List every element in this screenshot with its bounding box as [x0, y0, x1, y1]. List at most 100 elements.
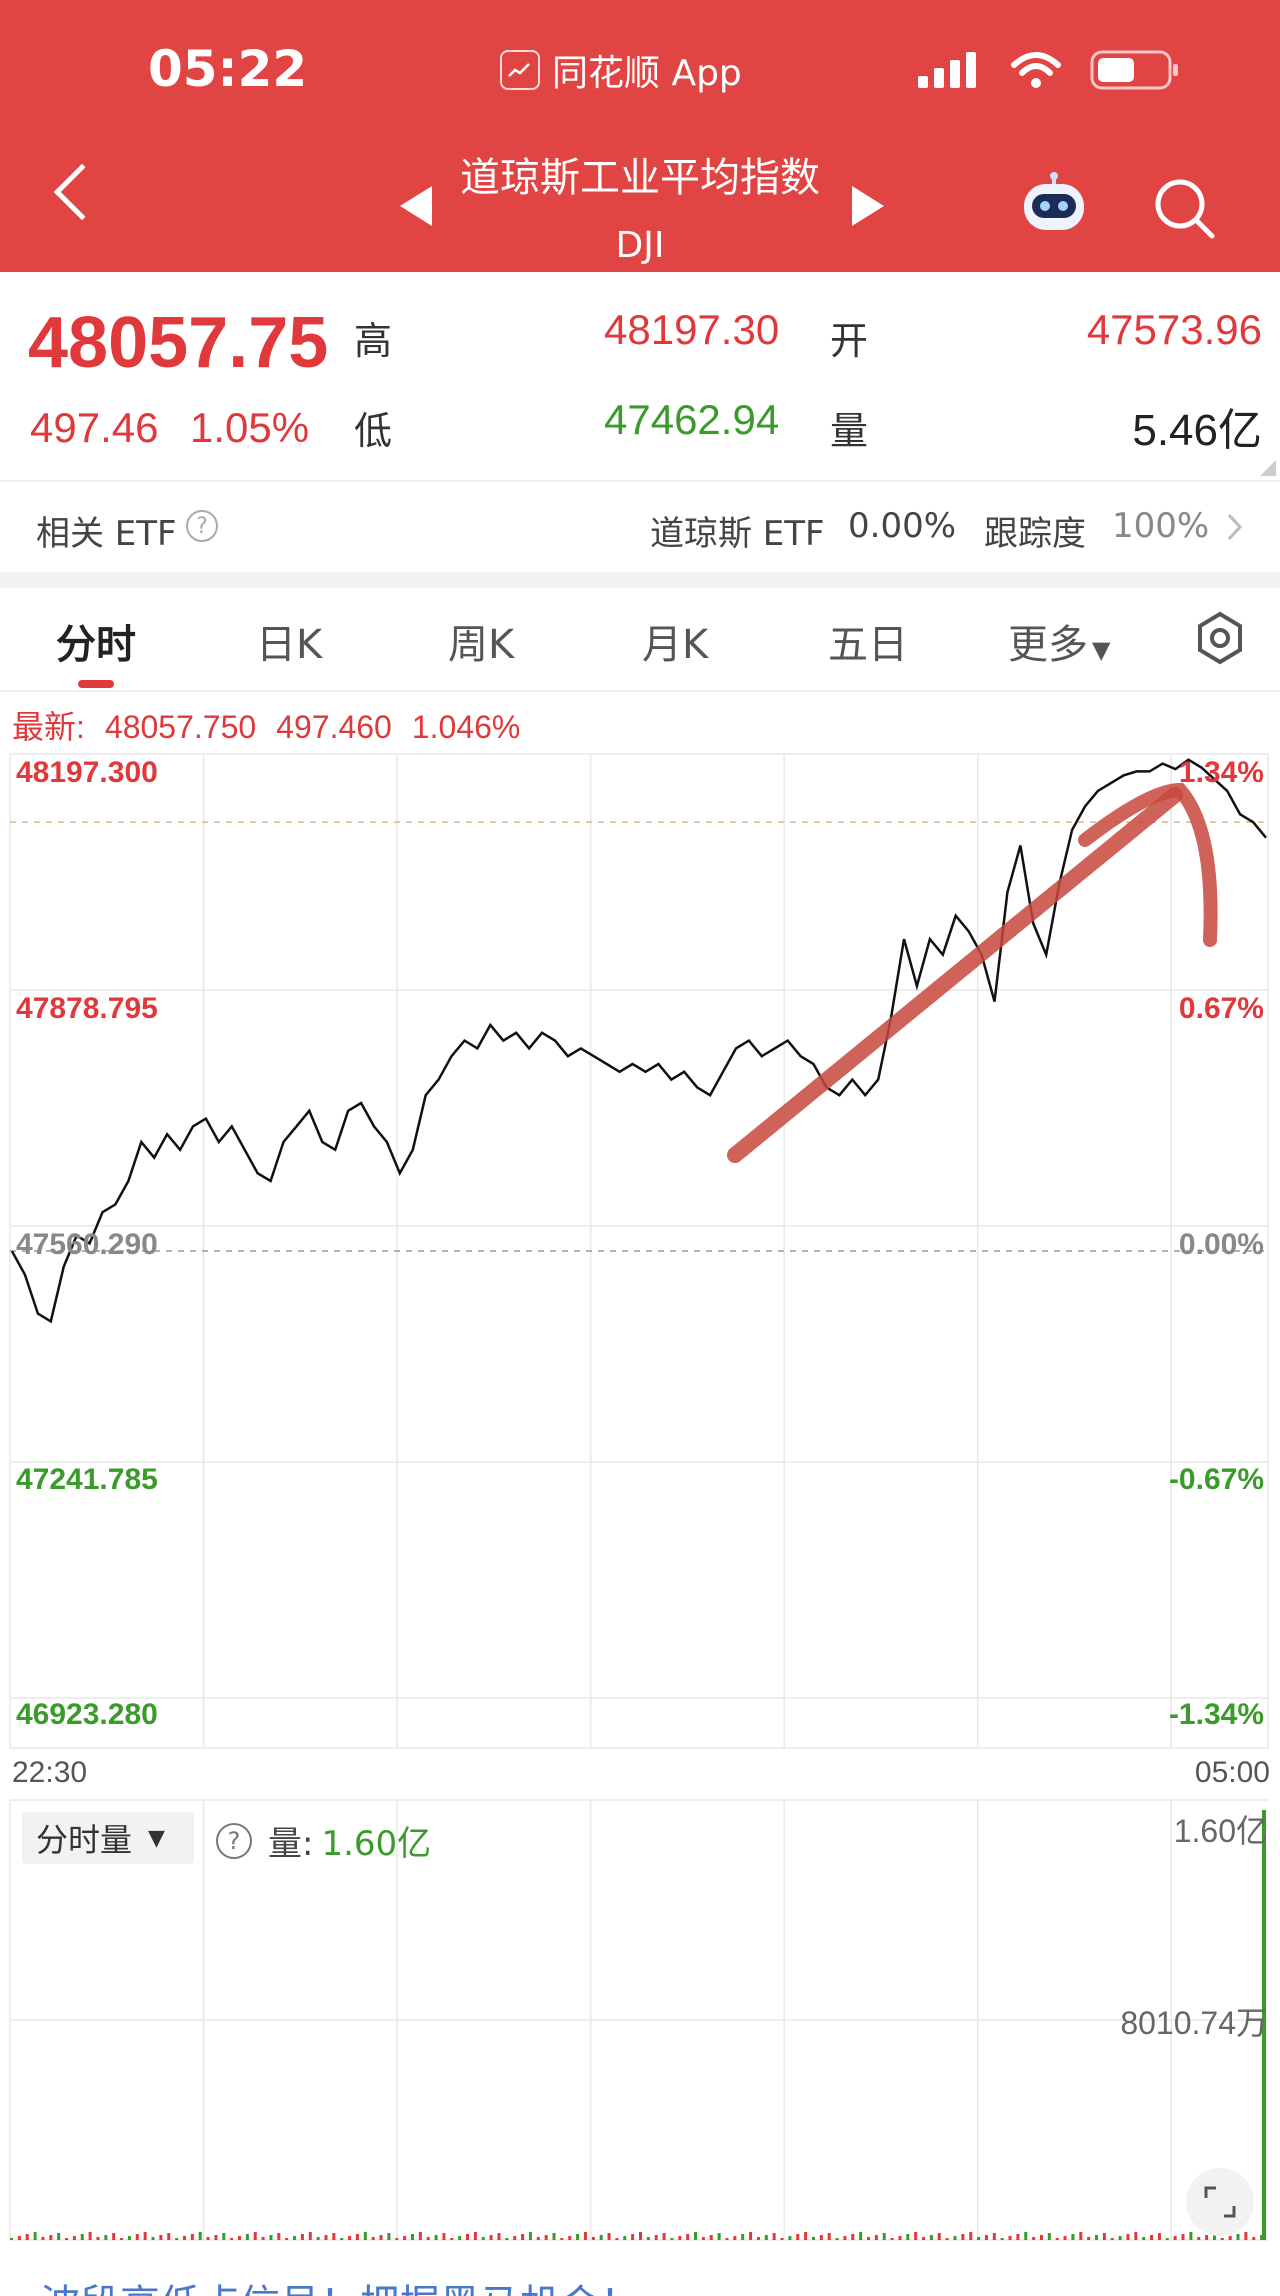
y-label-right-1: 0.67% [1178, 992, 1264, 1025]
volume-value: 5.46亿 [1132, 406, 1262, 455]
volume-bar [560, 2238, 564, 2240]
volume-bar [906, 2234, 910, 2240]
volume-bar [293, 2236, 297, 2240]
x-label-start: 22:30 [12, 1756, 88, 1789]
y-label-right-4: -1.34% [1168, 1698, 1264, 1731]
volume-bar [1189, 2232, 1193, 2240]
volume-bar [127, 2236, 131, 2240]
volume-bar [1252, 2237, 1256, 2240]
volume-bar [662, 2233, 666, 2240]
volume-bar [395, 2238, 399, 2240]
volume-bar [890, 2238, 894, 2240]
volume-bar [418, 2232, 422, 2240]
volume-bar [442, 2233, 446, 2240]
volume-bar [481, 2237, 485, 2240]
volume-bar [929, 2235, 933, 2240]
volume-readout-value: 1.60亿 [321, 1824, 432, 1864]
volume-bar [1079, 2232, 1083, 2240]
volume-bar [41, 2237, 45, 2240]
volume-bar [811, 2237, 815, 2240]
volume-bar [607, 2233, 611, 2240]
robot-assistant-icon[interactable] [1020, 172, 1088, 234]
volume-bar [112, 2233, 116, 2240]
volume-bar [285, 2238, 289, 2240]
bottom-ad-text[interactable]: 波段高低点信号！把握黑马机会！ [40, 2272, 640, 2296]
volume-label: 量 [830, 409, 869, 453]
help-icon[interactable]: ? [216, 1822, 252, 1859]
open-label: 开 [830, 319, 869, 363]
volume-bar [1228, 2236, 1232, 2240]
volume-bar [1071, 2234, 1075, 2240]
settings-icon[interactable] [1192, 610, 1248, 666]
volume-bar [568, 2236, 572, 2240]
section-separator [0, 572, 1280, 588]
volume-bar [977, 2237, 981, 2240]
volume-bar [1157, 2233, 1161, 2240]
volume-bar [1039, 2235, 1043, 2240]
quote-panel: 48057.75 497.46 1.05% 高 48197.30 低 47462… [0, 272, 1280, 482]
tab-more[interactable]: 更多 ▼ [1008, 612, 1110, 670]
header-title-block: 道琼斯工业平均指数 DJI [400, 145, 880, 266]
latest-label: 最新: [12, 709, 85, 745]
volume-bar [206, 2237, 210, 2240]
status-time: 05:22 [148, 40, 308, 98]
volume-bar [261, 2237, 265, 2240]
volume-bar [701, 2237, 705, 2240]
tab-more-label: 更多 [1008, 622, 1088, 668]
volume-bar [859, 2232, 863, 2240]
tab-weekly-k[interactable]: 周K [448, 622, 515, 668]
annotation-arrow [727, 787, 1183, 1163]
price-change-pct: 1.05% [190, 404, 310, 451]
volume-bar [953, 2236, 957, 2240]
open-value: 47573.96 [1086, 306, 1262, 353]
volume-bar [1032, 2237, 1036, 2240]
volume-bar [1220, 2238, 1224, 2240]
volume-selector-label: 分时量 [36, 1821, 133, 1859]
volume-bar [670, 2238, 674, 2240]
low-label: 低 [354, 409, 393, 453]
volume-bar [756, 2237, 760, 2240]
volume-bar [1244, 2232, 1248, 2240]
fullscreen-button[interactable] [1186, 2168, 1254, 2236]
volume-bar [945, 2238, 949, 2240]
volume-bar [49, 2235, 53, 2240]
corner-expand-icon[interactable] [1260, 460, 1276, 476]
volume-bar [741, 2234, 745, 2240]
top-bar: 05:22 同花顺 App 道琼斯工业平均指数 DJI [0, 0, 1280, 272]
volume-bar [104, 2235, 108, 2240]
volume-selector[interactable]: 分时量 ▼ [22, 1812, 194, 1864]
help-icon[interactable]: ? [186, 510, 218, 542]
low-value: 47462.94 [604, 396, 780, 443]
tab-daily-k[interactable]: 日K [256, 622, 323, 668]
volume-bar [277, 2233, 281, 2240]
prev-index-icon[interactable] [400, 186, 432, 226]
volume-bar [1063, 2236, 1067, 2240]
volume-bar [749, 2232, 753, 2240]
volume-bar [576, 2234, 580, 2240]
volume-bar [1087, 2237, 1091, 2240]
volume-bar [316, 2237, 320, 2240]
volume-bar [473, 2232, 477, 2240]
volume-bar [198, 2232, 202, 2240]
volume-bar [1016, 2234, 1020, 2240]
current-price: 48057.75 [28, 303, 329, 383]
etf-name: 道琼斯 ETF [650, 514, 825, 554]
etf-label: 相关 ETF [36, 514, 177, 554]
caret-down-icon: ▼ [148, 1825, 165, 1851]
volume-bar [159, 2235, 163, 2240]
search-icon[interactable] [1152, 176, 1218, 242]
volume-bar [639, 2232, 642, 2240]
tab-five-day[interactable]: 五日 [828, 622, 908, 668]
etf-bar[interactable]: 相关 ETF ? 道琼斯 ETF 0.00% 跟踪度 100% [0, 482, 1280, 572]
next-index-icon[interactable] [852, 186, 884, 226]
volume-bar [10, 2238, 13, 2240]
tab-monthly-k[interactable]: 月K [642, 622, 709, 668]
volume-bar [1047, 2233, 1051, 2240]
y-label-left-0: 48197.300 [16, 756, 158, 789]
signal-icon [918, 52, 976, 88]
page-title: 道琼斯工业平均指数 [460, 155, 820, 201]
tab-intraday[interactable]: 分时 [56, 622, 136, 668]
volume-bar [615, 2238, 619, 2240]
volume-bar [992, 2233, 996, 2240]
